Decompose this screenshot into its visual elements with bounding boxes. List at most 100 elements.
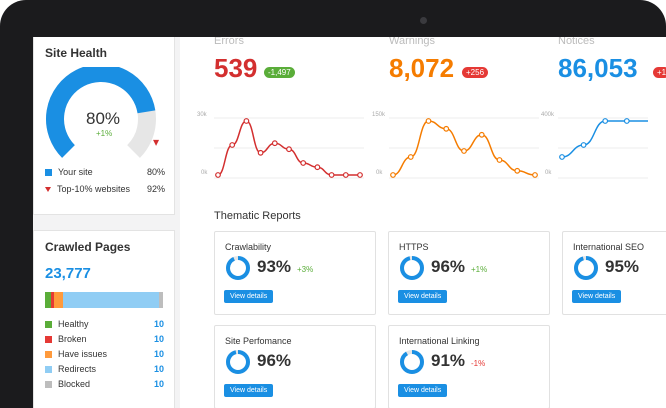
crawl-bar-segment-blocked — [159, 292, 163, 308]
legend-swatch — [45, 365, 52, 373]
camera-dot — [420, 17, 427, 24]
crawl-legend-value[interactable]: 10 — [154, 349, 165, 359]
metric-sparkline — [389, 117, 539, 179]
sparkline-point[interactable] — [443, 125, 450, 132]
thematic-card-crawlability: Crawlability 93% +3% View details — [214, 231, 376, 315]
thematic-card-international-seo: International SEO 95% View details — [562, 231, 666, 315]
axis-bottom-label: 0k — [545, 170, 552, 176]
metric-label: Warnings — [389, 37, 436, 47]
sparkline-point[interactable] — [478, 131, 485, 138]
thematic-card-delta: +3% — [297, 265, 314, 274]
crawl-legend-value[interactable]: 10 — [154, 379, 165, 389]
crawl-legend-value[interactable]: 10 — [154, 334, 165, 344]
legend-swatch — [45, 320, 52, 328]
crawl-legend-item: Have issues — [45, 349, 107, 359]
thematic-card-title: Site Perfomance — [225, 336, 292, 346]
your-site-swatch — [45, 168, 52, 176]
metric-delta-badge: +1 — [653, 67, 666, 78]
crawled-pages-card: Crawled Pages 23,777 Healthy 10 Broken 10 Ha… — [33, 230, 175, 408]
thematic-card-percent: 91% — [431, 351, 466, 370]
crawl-legend-value[interactable]: 10 — [154, 364, 165, 374]
top-websites-value: 92% — [147, 184, 166, 194]
legend-label: Top-10% websites — [57, 184, 131, 194]
sparkline-path — [561, 120, 648, 158]
sparkline-point[interactable] — [357, 172, 363, 178]
progress-ring-icon — [226, 256, 250, 280]
metric-value[interactable]: 86,053 — [558, 53, 638, 83]
sparkline-point[interactable] — [342, 172, 349, 178]
sparkline-point[interactable] — [257, 149, 264, 156]
sparkline-point[interactable] — [407, 154, 414, 160]
crawl-legend-item: Blocked — [45, 379, 90, 389]
axis-top-label: 30k — [197, 112, 207, 118]
legend-label: Healthy — [58, 319, 89, 329]
thematic-reports-title: Thematic Reports — [214, 210, 301, 222]
sparkline-point[interactable] — [243, 118, 250, 124]
sparkline-point[interactable] — [461, 148, 467, 154]
health-gauge — [46, 67, 160, 158]
view-details-button[interactable]: View details — [224, 290, 274, 303]
thematic-card-percent: 96% — [257, 351, 292, 370]
sparkline-point[interactable] — [559, 154, 565, 160]
sparkline-point[interactable] — [425, 118, 432, 124]
crawl-bar-segment-healthy — [45, 292, 51, 308]
thematic-card-international-linking: International Linking 91% -1% View details — [388, 325, 550, 408]
screen: Site Health 80% +1% Your site 80% Top-10… — [33, 37, 666, 408]
metric-label: Notices — [558, 37, 595, 47]
view-details-button[interactable]: View details — [224, 384, 274, 397]
sparkline-point[interactable] — [602, 118, 609, 124]
thematic-card-title: International Linking — [399, 336, 480, 346]
axis-bottom-label: 0k — [376, 170, 383, 176]
sparkline-point[interactable] — [496, 157, 503, 163]
view-details-button[interactable]: View details — [398, 290, 448, 303]
sparkline-point[interactable] — [300, 160, 307, 166]
view-details-button[interactable]: View details — [398, 384, 448, 397]
crawl-legend-item: Healthy — [45, 319, 89, 329]
view-details-button[interactable]: View details — [572, 290, 622, 303]
legend-label: Broken — [58, 334, 87, 344]
legend-label: Your site — [58, 167, 93, 177]
thematic-card-site-perfomance: Site Perfomance 96% View details — [214, 325, 376, 408]
sparkline-point[interactable] — [580, 142, 587, 148]
legend-your-site: Your site — [45, 167, 93, 177]
thematic-card-title: Crawlability — [225, 242, 272, 252]
crawl-legend-value[interactable]: 10 — [154, 319, 165, 329]
sparkline-point[interactable] — [314, 164, 321, 171]
sparkline-point[interactable] — [532, 172, 538, 178]
sparkline-point[interactable] — [215, 172, 221, 178]
ring-fill — [400, 256, 424, 280]
sparkline-point[interactable] — [623, 118, 630, 124]
metric-delta-badge: +256 — [462, 67, 489, 78]
your-site-value: 80% — [147, 167, 166, 177]
legend-label: Blocked — [58, 379, 91, 389]
thematic-card-percent: 96% — [431, 257, 466, 276]
health-score: 80% — [86, 109, 121, 128]
site-health-title: Site Health — [45, 46, 108, 60]
legend-top-websites: Top-10% websites — [45, 184, 130, 194]
metric-delta-badge: -1,497 — [264, 67, 295, 78]
progress-ring-icon — [400, 256, 424, 280]
metric-value[interactable]: 539 — [214, 53, 258, 83]
sparkline-point[interactable] — [390, 172, 396, 178]
sparkline-point[interactable] — [271, 140, 278, 147]
crawled-total: 23,777 — [45, 265, 91, 282]
metric-sparkline — [214, 117, 364, 179]
benchmark-marker-icon — [153, 139, 160, 146]
legend-swatch — [45, 380, 52, 388]
metric-value[interactable]: 8,072 — [389, 53, 455, 83]
sparkline-point[interactable] — [286, 146, 292, 153]
ring-fill — [574, 256, 598, 280]
legend-swatch — [45, 350, 52, 358]
legend-swatch — [45, 335, 52, 343]
sparkline-point[interactable] — [229, 142, 236, 148]
sparkline-point[interactable] — [328, 172, 335, 178]
health-delta: +1% — [96, 129, 113, 138]
progress-ring-icon — [400, 350, 424, 374]
thematic-card-title: International SEO — [573, 242, 645, 252]
legend-label: Redirects — [58, 364, 97, 374]
thematic-card-percent: 93% — [257, 257, 292, 276]
sparkline-point[interactable] — [514, 167, 521, 174]
crawled-pages-title: Crawled Pages — [45, 240, 131, 254]
crawl-bar-segment-have-issues — [54, 292, 63, 308]
axis-top-label: 400k — [541, 112, 555, 118]
